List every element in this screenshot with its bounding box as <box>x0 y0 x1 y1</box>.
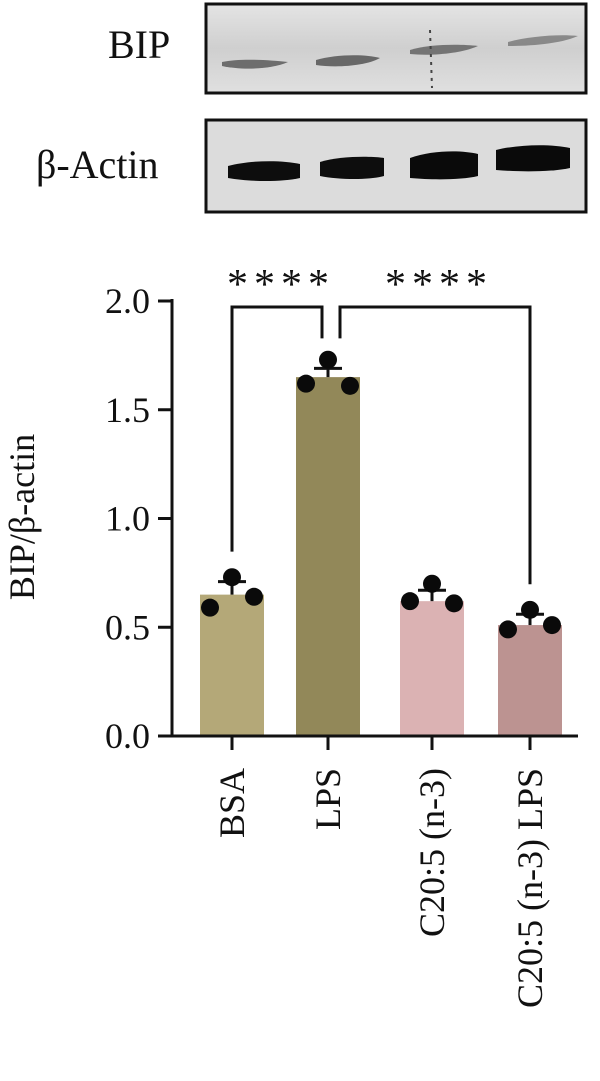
data-point-3-1 <box>423 574 441 593</box>
x-ticks: BSA LPS C20:5 (n-3) C20:5 (n-3) LPS <box>212 736 550 1008</box>
data-point-1-1 <box>223 568 241 587</box>
bar-1 <box>200 594 264 736</box>
actin-bands <box>228 145 570 181</box>
bip-band-4 <box>508 35 578 46</box>
actin-band-1 <box>228 161 300 181</box>
x-tick-label-1: BSA <box>212 768 252 838</box>
data-point-2-3 <box>341 376 359 395</box>
y-tick-label-1: 0.0 <box>105 716 150 756</box>
actin-band-2 <box>320 156 384 179</box>
bip-band-2 <box>316 55 380 67</box>
bip-artifact <box>429 29 433 89</box>
bar-3 <box>400 601 464 736</box>
actin-band-4 <box>496 145 570 172</box>
y-tick-label-5: 2.0 <box>105 281 150 321</box>
x-tick-label-2: LPS <box>308 768 348 830</box>
data-points <box>201 350 561 639</box>
data-point-3-2 <box>401 592 419 611</box>
blot-label-actin: β-Actin <box>36 142 159 187</box>
bars <box>200 377 562 736</box>
error-bars <box>218 366 544 626</box>
data-point-2-2 <box>297 374 315 393</box>
blot-label-bip: BIP <box>108 22 170 67</box>
x-tick-label-4: C20:5 (n-3) LPS <box>510 768 550 1008</box>
x-tick-label-3: C20:5 (n-3) <box>412 768 452 937</box>
data-point-4-1 <box>521 600 539 619</box>
significance-bracket-1 <box>230 305 324 552</box>
significance-label-2: **** <box>385 262 493 308</box>
data-point-4-3 <box>543 616 561 635</box>
bip-bands <box>222 29 578 89</box>
data-point-1-2 <box>201 598 219 617</box>
western-blot: BIP β-Actin <box>36 2 588 214</box>
y-ticks: 0.0 0.5 1.0 1.5 2.0 <box>105 281 172 756</box>
significance-brackets: **** **** <box>227 262 532 585</box>
data-point-4-2 <box>499 620 517 639</box>
bar-4 <box>498 625 562 736</box>
y-tick-label-3: 1.0 <box>105 499 150 539</box>
data-point-1-3 <box>245 587 263 606</box>
data-point-3-3 <box>445 594 463 613</box>
y-axis-title: BIP/β-actin <box>2 434 42 600</box>
significance-label-1: **** <box>227 262 335 308</box>
significance-bracket-2 <box>338 305 532 585</box>
y-tick-label-2: 0.5 <box>105 607 150 647</box>
blot-strip-bip <box>204 2 588 95</box>
bip-band-3 <box>410 44 478 55</box>
bar-chart: 0.0 0.5 1.0 1.5 2.0 BSA LPS C20:5 (n-3) C20:5 (… <box>2 262 578 1008</box>
bar-2 <box>296 377 360 736</box>
bip-band-1 <box>222 59 288 69</box>
y-tick-label-4: 1.5 <box>105 390 150 430</box>
actin-band-3 <box>410 151 478 180</box>
data-point-2-1 <box>319 350 337 369</box>
